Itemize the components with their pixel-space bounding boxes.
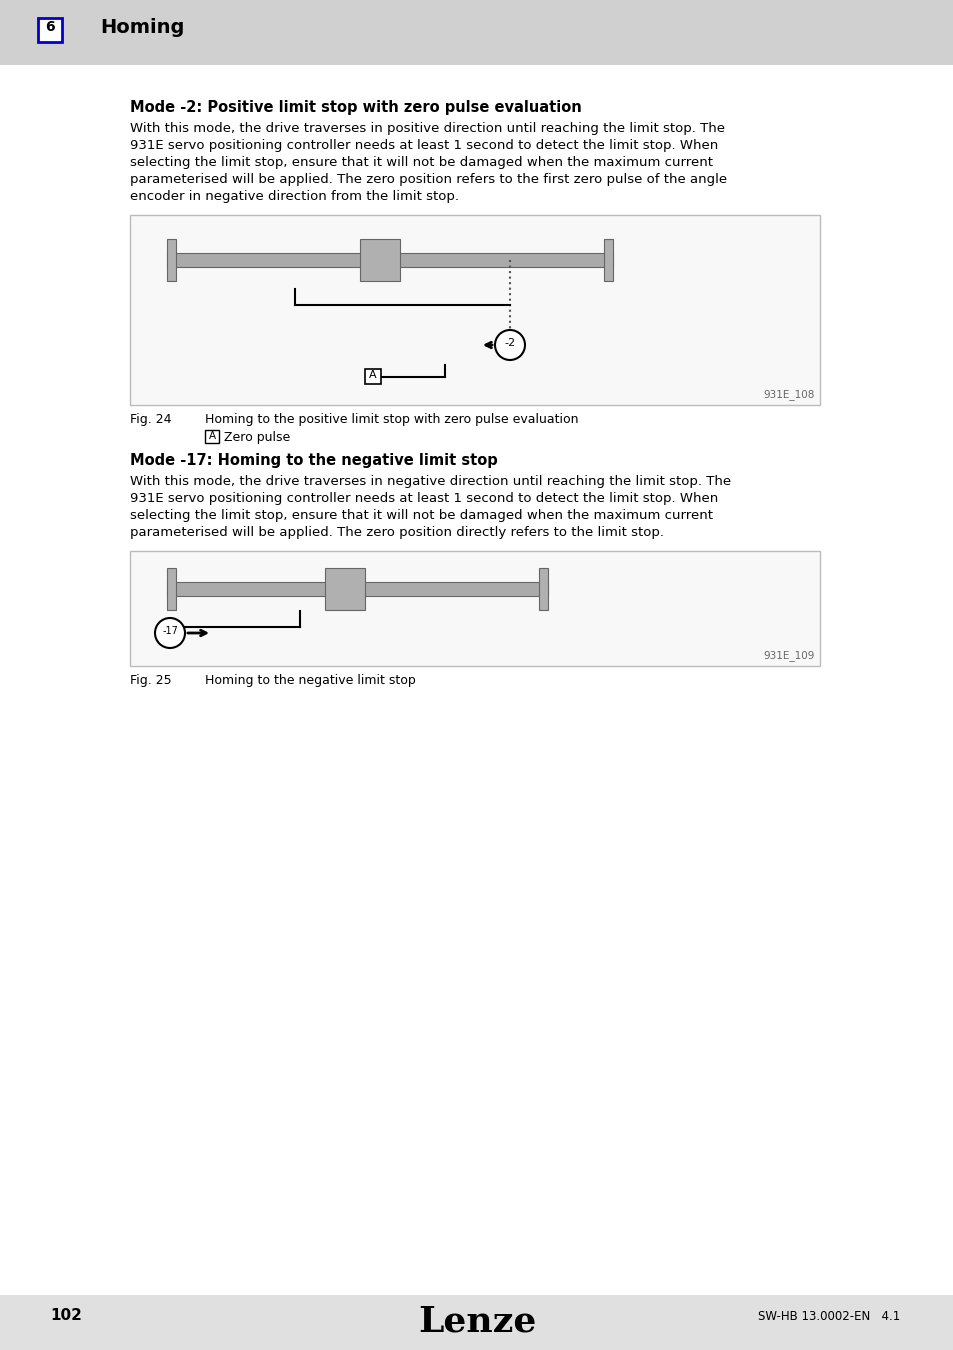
Text: Fig. 24: Fig. 24 — [130, 413, 172, 427]
Text: -2: -2 — [504, 338, 515, 348]
Bar — [38, 18, 62, 42]
Text: A: A — [369, 370, 376, 379]
Text: A: A — [208, 431, 215, 441]
Bar — [130, 551, 820, 666]
Text: -17: -17 — [162, 626, 178, 636]
Text: Mode -2: Positive limit stop with zero pulse evaluation: Mode -2: Positive limit stop with zero p… — [130, 100, 581, 115]
Text: Fig. 25: Fig. 25 — [130, 674, 172, 687]
Text: Homing: Homing — [100, 18, 184, 36]
Bar — [167, 582, 547, 595]
Text: 6: 6 — [45, 20, 54, 34]
Text: Homing to the positive limit stop with zero pulse evaluation: Homing to the positive limit stop with z… — [205, 413, 578, 427]
Bar — [325, 568, 365, 610]
Text: selecting the limit stop, ensure that it will not be damaged when the maximum cu: selecting the limit stop, ensure that it… — [130, 509, 712, 522]
Text: parameterised will be applied. The zero position directly refers to the limit st: parameterised will be applied. The zero … — [130, 526, 663, 539]
Circle shape — [154, 618, 185, 648]
Bar — [538, 568, 547, 610]
Bar — [130, 215, 820, 405]
Bar — [167, 252, 613, 267]
Text: 931E_109: 931E_109 — [762, 651, 814, 661]
Bar — [205, 431, 219, 443]
Bar — [167, 568, 175, 610]
Bar — [603, 239, 613, 281]
Text: 931E servo positioning controller needs at least 1 second to detect the limit st: 931E servo positioning controller needs … — [130, 491, 718, 505]
Text: Zero pulse: Zero pulse — [224, 431, 290, 444]
Bar — [0, 0, 953, 65]
Text: 931E servo positioning controller needs at least 1 second to detect the limit st: 931E servo positioning controller needs … — [130, 139, 718, 153]
Text: Lenze: Lenze — [417, 1305, 536, 1339]
Text: selecting the limit stop, ensure that it will not be damaged when the maximum cu: selecting the limit stop, ensure that it… — [130, 157, 712, 169]
Bar — [365, 369, 380, 383]
Text: encoder in negative direction from the limit stop.: encoder in negative direction from the l… — [130, 190, 458, 202]
Bar — [359, 239, 399, 281]
Text: Homing to the negative limit stop: Homing to the negative limit stop — [205, 674, 416, 687]
Text: 102: 102 — [50, 1308, 82, 1323]
Bar — [167, 239, 175, 281]
Text: SW-HB 13.0002-EN   4.1: SW-HB 13.0002-EN 4.1 — [757, 1310, 899, 1323]
Text: parameterised will be applied. The zero position refers to the first zero pulse : parameterised will be applied. The zero … — [130, 173, 726, 186]
Text: With this mode, the drive traverses in positive direction until reaching the lim: With this mode, the drive traverses in p… — [130, 122, 724, 135]
Bar — [0, 1295, 953, 1350]
Text: With this mode, the drive traverses in negative direction until reaching the lim: With this mode, the drive traverses in n… — [130, 475, 730, 487]
Circle shape — [495, 329, 524, 360]
Text: Mode -17: Homing to the negative limit stop: Mode -17: Homing to the negative limit s… — [130, 454, 497, 468]
Text: 931E_108: 931E_108 — [762, 389, 814, 400]
